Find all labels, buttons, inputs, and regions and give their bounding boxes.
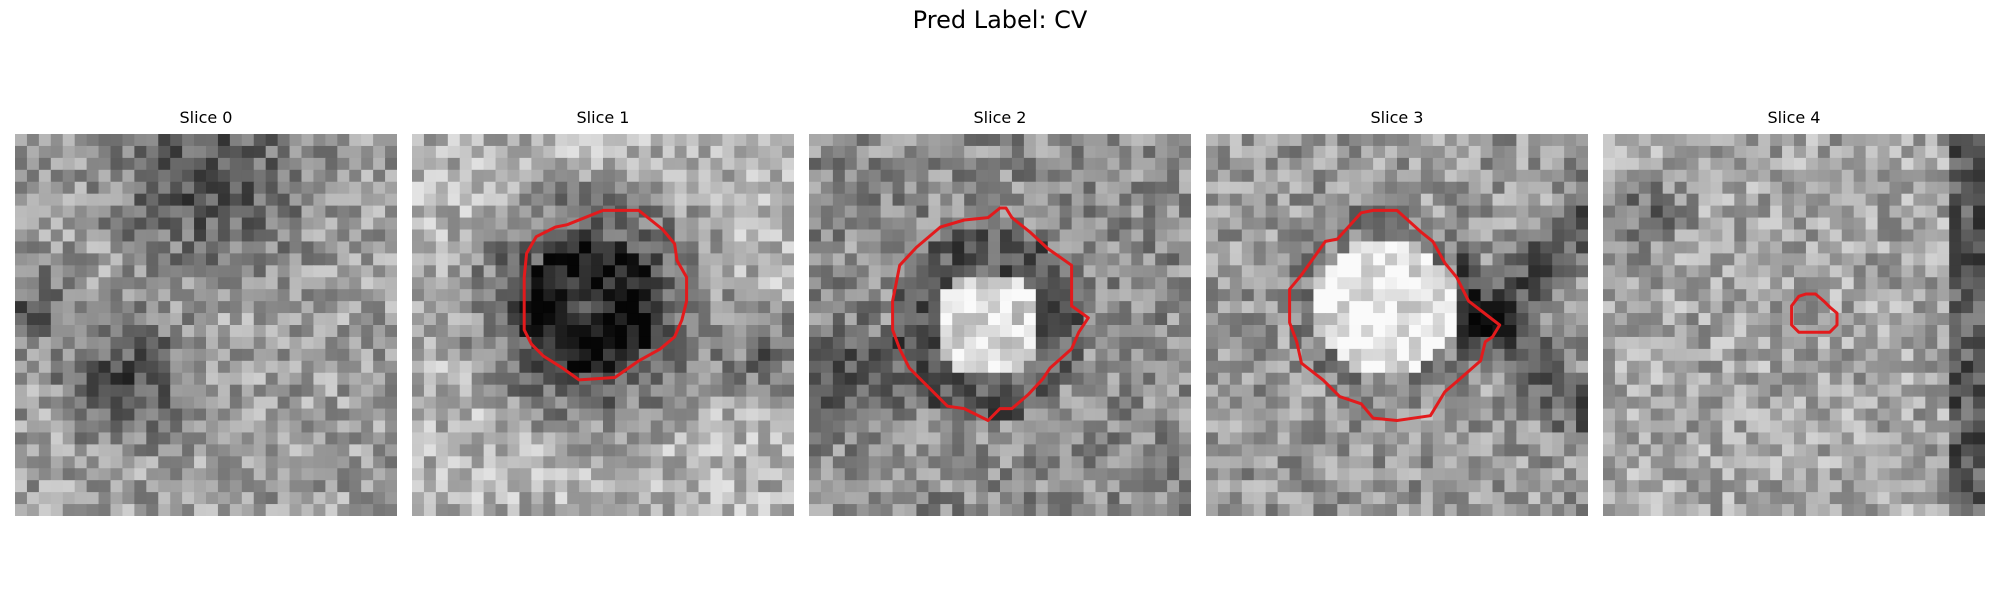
prediction-contour <box>891 206 1090 422</box>
slice-panel-1: Slice 1 <box>412 108 794 518</box>
slice-panel-0: Slice 0 <box>15 108 397 518</box>
slice-title: Slice 1 <box>576 108 630 127</box>
prediction-contour <box>1288 208 1502 422</box>
slice-title: Slice 4 <box>1767 108 1821 127</box>
slice-panel-3: Slice 3 <box>1206 108 1588 518</box>
slice-title: Slice 2 <box>973 108 1027 127</box>
slice-title: Slice 3 <box>1370 108 1424 127</box>
slice-title: Slice 0 <box>179 108 233 127</box>
slice-image-2 <box>809 134 1191 516</box>
prediction-contour <box>1790 292 1839 334</box>
slice-image-0 <box>15 134 397 516</box>
slice-image-4 <box>1603 134 1985 516</box>
figure-title: Pred Label: CV <box>912 6 1088 34</box>
prediction-contour <box>522 208 689 382</box>
slice-panel-4: Slice 4 <box>1603 108 1985 518</box>
slice-image-3 <box>1206 134 1588 516</box>
slice-image-1 <box>412 134 794 516</box>
slice-panel-2: Slice 2 <box>809 108 1191 518</box>
